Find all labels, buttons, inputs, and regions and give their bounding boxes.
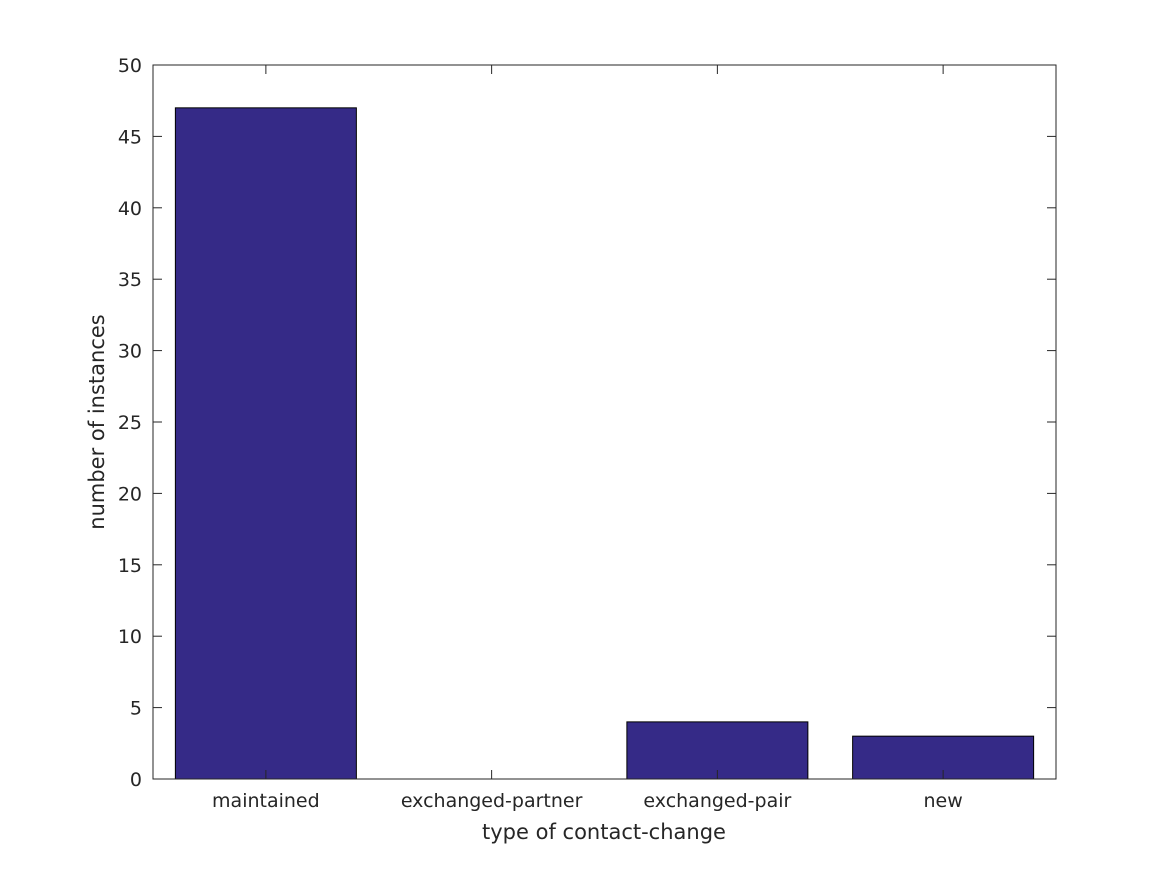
y-tick-label: 25 [118, 412, 142, 434]
y-tick-label: 20 [118, 483, 142, 505]
bars-layer [174, 107, 1035, 780]
y-tick-label: 50 [118, 55, 142, 77]
y-axis-label: number of instances [85, 314, 109, 529]
x-tick-label: exchanged-partner [401, 790, 583, 812]
x-axis-label: type of contact-change [482, 820, 726, 844]
y-tick-label: 0 [130, 769, 142, 791]
y-tick-label: 15 [118, 555, 142, 577]
x-tick-label: maintained [212, 790, 320, 812]
bar-exchanged-pair [626, 721, 809, 780]
y-tick-label: 45 [118, 126, 142, 148]
y-tick-label: 10 [118, 626, 142, 648]
tick-labels-layer: 0 5 10 15 20 25 30 35 40 45 50 maintained exchanged-… [118, 55, 963, 812]
x-tick-label: new [923, 790, 962, 812]
y-tick-label: 30 [118, 341, 142, 363]
y-tick-label: 35 [118, 269, 142, 291]
x-tick-label: exchanged-pair [643, 790, 791, 812]
y-tick-label: 40 [118, 198, 142, 220]
axes-box [152, 64, 1057, 780]
bar-maintained [174, 107, 357, 780]
y-tick-label: 5 [130, 698, 142, 720]
